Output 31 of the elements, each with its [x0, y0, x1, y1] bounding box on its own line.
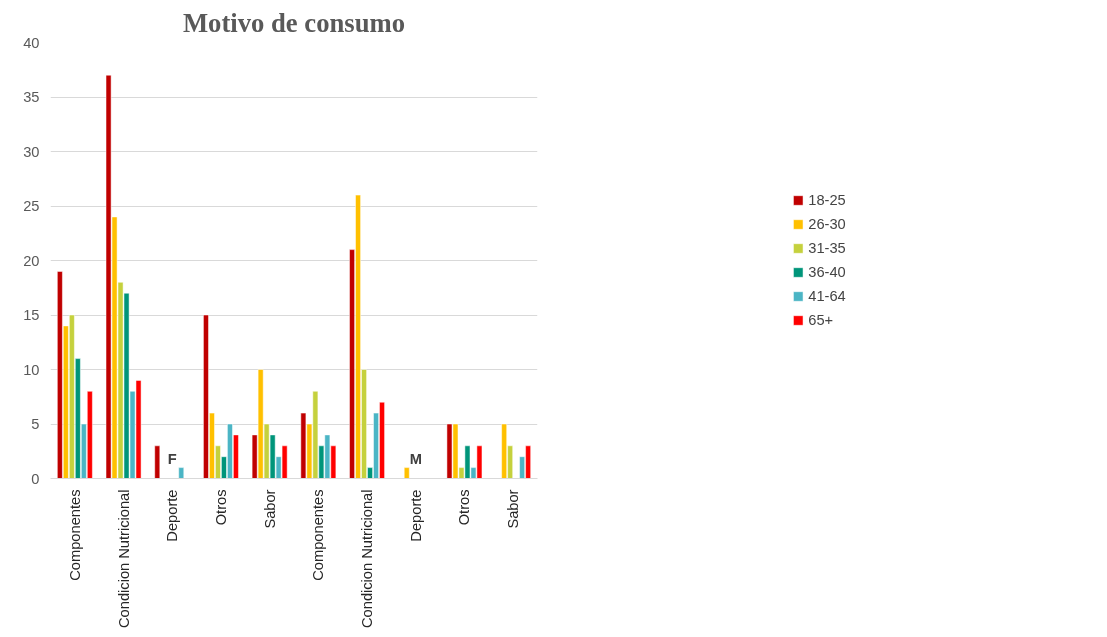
chart-title: Motivo de consumo — [182, 7, 406, 38]
y-tick-label: 30 — [23, 143, 40, 160]
x-tick-label: Condicion Nutricional — [359, 489, 376, 628]
y-tick-label: 15 — [23, 307, 40, 323]
x-tick-label: Componentes — [310, 489, 327, 581]
legend-label: 36-40 — [808, 264, 846, 280]
x-tick-label: Deporte — [164, 489, 181, 542]
legend-label: 65+ — [808, 312, 834, 328]
x-tick-label: Deporte — [407, 489, 424, 542]
y-tick-label: 35 — [23, 89, 40, 105]
x-tick-label: Sabor — [505, 489, 522, 529]
bar — [154, 445, 161, 479]
bar — [403, 467, 410, 479]
x-tick-label: Otros — [456, 489, 473, 526]
annotation: F — [167, 450, 177, 467]
x-tick-label: Condicion Nutricional — [115, 489, 132, 628]
bar — [178, 467, 185, 479]
y-tick-label: 10 — [23, 361, 40, 378]
legend-label: 26-30 — [808, 216, 846, 232]
y-tick-label: 20 — [23, 252, 40, 269]
y-tick-label: 25 — [23, 198, 40, 214]
x-tick-label: Componentes — [66, 489, 83, 581]
annotation: M — [409, 450, 422, 467]
x-tick-label: Sabor — [261, 489, 278, 529]
legend-label: 31-35 — [808, 240, 846, 256]
legend-label: 18-25 — [808, 192, 846, 208]
y-tick-label: 0 — [31, 470, 40, 487]
y-tick-label: 40 — [23, 34, 40, 51]
y-tick-label: 5 — [31, 416, 40, 432]
x-tick-label: Otros — [212, 489, 229, 526]
legend-label: 41-64 — [808, 288, 846, 304]
